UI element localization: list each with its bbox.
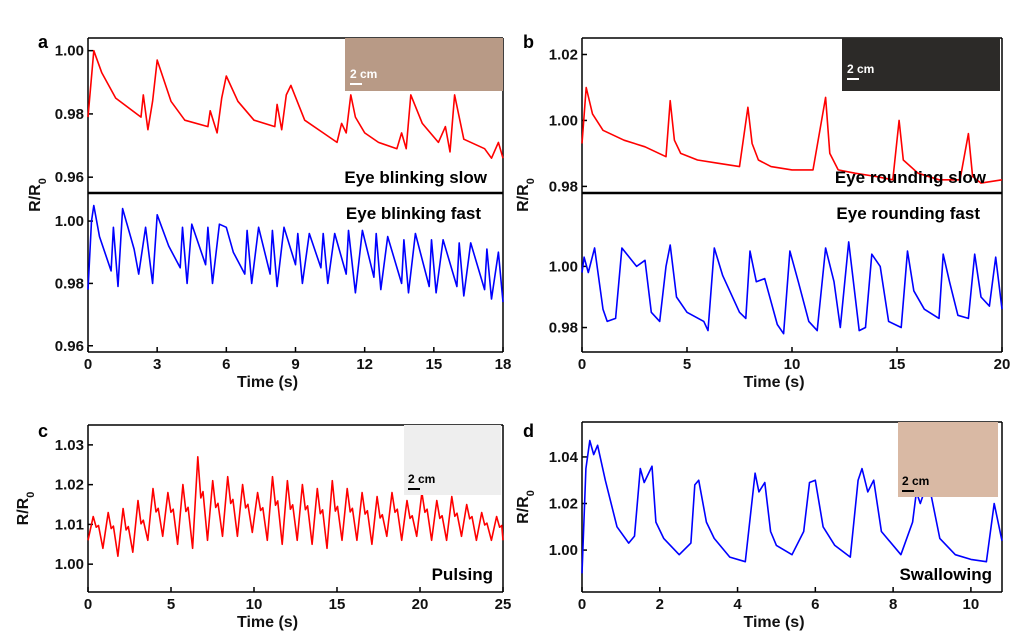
y-tick-label: 1.02 [549,46,578,63]
y-tick-label: 0.96 [55,338,84,355]
x-tick-label: 20 [994,356,1011,373]
x-tick-label: 2 [656,596,664,613]
y-axis-label: R/R0 [27,178,49,212]
y-tick-label: 1.03 [55,437,84,454]
y-tick-label: 1.00 [549,258,578,275]
series-annotation: Eye blinking fast [346,204,481,223]
y-axis-label: R/R0 [15,492,37,526]
x-tick-label: 3 [153,356,161,373]
x-tick-label: 0 [84,596,92,613]
x-tick-label: 9 [291,356,299,373]
panel-label-d: d [523,421,534,441]
x-axis-label: Time (s) [743,614,804,631]
series-line [87,49,504,159]
x-tick-label: 0 [578,356,586,373]
y-axis-label: R/R0 [515,490,537,524]
x-tick-label: 4 [733,596,742,613]
y-tick-label: 0.98 [549,320,578,337]
panel-b-subplot-1: 0.98 1.00 1.02 2 cm Eye rounding slow [549,37,1003,195]
x-tick-label: 10 [246,596,263,613]
x-tick-label: 10 [784,356,801,373]
x-tick-label: 18 [495,356,512,373]
x-tick-label: 15 [889,356,906,373]
x-tick-label: 20 [412,596,429,613]
y-axis-label: R/R0 [515,178,537,212]
x-tick-label: 6 [811,596,819,613]
x-tick-label: 6 [222,356,230,373]
scale-bar-label: 2 cm [408,472,435,486]
panel-a-subplot-2: 0.96 0.98 1.00 0 3 6 9 12 15 18 Eye blinking fast [55,191,512,373]
panel-a-subplot-1: 0.96 0.98 1.00 2 cm Eye blinking slow [55,37,504,193]
y-tick-label: 1.00 [55,556,84,573]
x-tick-label: 5 [683,356,691,373]
inset-photo [898,422,998,497]
series-annotation: Swallowing [899,565,992,584]
series-line [581,86,1003,184]
panel-label-c: c [38,421,48,441]
x-tick-label: 15 [425,356,442,373]
x-axis-label: Time (s) [237,614,298,631]
y-tick-label: 0.98 [55,106,84,123]
x-axis-label: Time (s) [237,374,298,391]
scale-bar-label: 2 cm [902,474,929,488]
scale-bar-label: 2 cm [350,67,377,81]
panel-c-subplot-1: 1.00 1.01 1.02 1.03 0 5 10 15 20 25 2 cm Pulsing [55,424,512,613]
y-tick-label: 1.00 [549,112,578,129]
series-annotation: Eye rounding fast [836,204,980,223]
x-tick-label: 0 [578,596,586,613]
inset-photo [404,425,501,495]
x-tick-label: 12 [356,356,373,373]
y-tick-label: 0.98 [549,178,578,195]
y-tick-label: 0.98 [55,275,84,292]
series-annotation: Pulsing [432,565,493,584]
x-tick-label: 10 [963,596,980,613]
y-tick-label: 0.96 [55,169,84,186]
y-tick-label: 1.01 [55,516,84,533]
panel-label-a: a [38,32,49,52]
x-axis-label: Time (s) [743,374,804,391]
inset-photo [345,38,503,91]
y-tick-label: 1.04 [549,449,579,466]
y-tick-label: 1.00 [55,213,84,230]
panel-b-subplot-2: 0.98 1.00 0 5 10 15 20 Eye rounding fast [549,191,1011,373]
series-line [87,455,504,558]
inset-photo [842,38,1000,91]
scale-bar-label: 2 cm [847,62,874,76]
x-tick-label: 8 [889,596,897,613]
x-tick-label: 25 [495,596,512,613]
series-line [581,241,1003,335]
y-tick-label: 1.02 [549,496,578,513]
y-tick-label: 1.00 [549,542,578,559]
series-annotation: Eye rounding slow [835,168,987,187]
y-tick-label: 1.02 [55,477,84,494]
panel-d-subplot-1: 1.00 1.02 1.04 0 2 4 6 8 10 2 cm Swallowing [549,421,1003,613]
series-line [87,204,504,303]
panel-label-b: b [523,32,534,52]
y-tick-label: 1.00 [55,43,84,60]
x-tick-label: 5 [167,596,175,613]
series-annotation: Eye blinking slow [344,168,487,187]
x-tick-label: 15 [329,596,346,613]
x-tick-label: 0 [84,356,92,373]
